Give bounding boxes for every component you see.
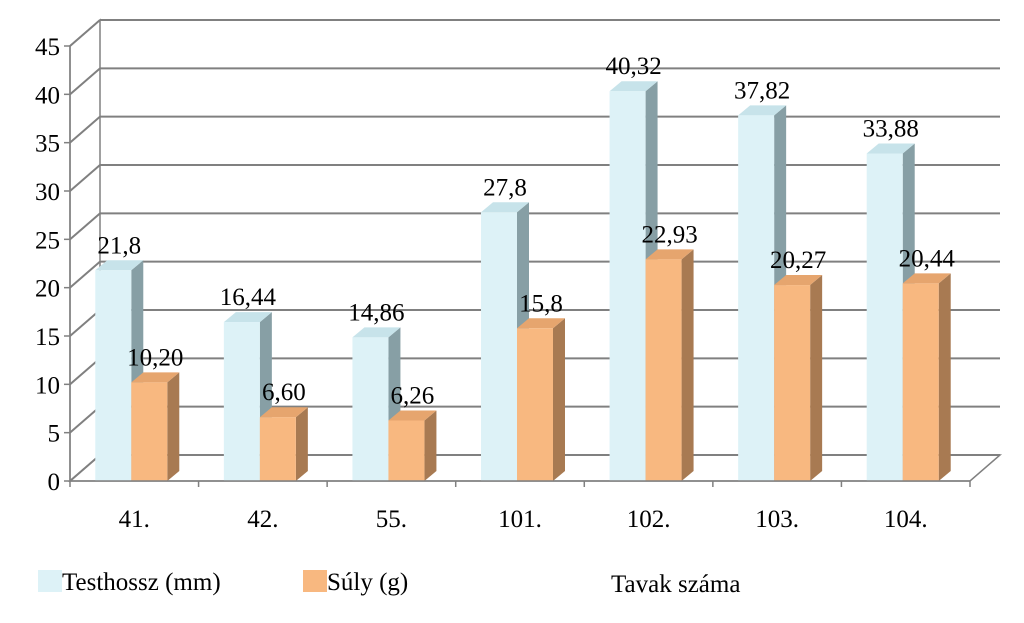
bar-side [938, 273, 951, 481]
bar-front [645, 259, 682, 481]
y-tick-label: 5 [48, 421, 61, 448]
gridline-side [69, 67, 101, 96]
bar-front [517, 328, 553, 481]
gridline-side [69, 260, 101, 289]
x-tick-label: 42. [247, 506, 278, 533]
x-tick-label: 102. [627, 506, 671, 533]
y-tick-label: 25 [35, 227, 60, 254]
bar [131, 372, 180, 481]
y-tick-label: 0 [48, 469, 61, 496]
bar-top [131, 372, 180, 383]
data-label: 37,82 [734, 77, 790, 104]
x-tick-label: 101. [498, 506, 542, 533]
y-axis: 0 5 10 15 20 25 30 35 40 45 [35, 34, 71, 496]
data-label: 22,93 [641, 221, 697, 248]
bar-top [517, 318, 565, 329]
gridline-side [69, 309, 101, 337]
gridline-side [69, 357, 101, 386]
y-tick-label: 15 [35, 324, 60, 351]
bar-side [295, 407, 308, 481]
x-axis-title: Tavak száma [611, 571, 740, 598]
data-label: 14,86 [348, 299, 404, 326]
bar-top [609, 81, 658, 92]
legend-label-series-2: Súly (g) [327, 569, 408, 596]
legend-swatch-series-2 [303, 570, 327, 592]
y-tick-label: 35 [35, 131, 60, 158]
bar-top [645, 249, 694, 260]
bar-front [352, 337, 389, 481]
data-label: 33,88 [863, 115, 919, 142]
gridline-side [69, 164, 101, 192]
bar-front [902, 283, 939, 481]
bar [774, 275, 823, 481]
bar [609, 81, 658, 482]
bar-top [902, 273, 951, 284]
gridline-side [69, 454, 101, 482]
bar-top [259, 407, 308, 418]
bar-top [774, 275, 823, 286]
gridline-side [69, 19, 101, 47]
bar-top [223, 312, 272, 323]
bar-front [774, 285, 811, 481]
data-label: 20,27 [770, 247, 826, 274]
bar-side [681, 249, 694, 481]
bar-top [95, 260, 144, 271]
data-label: 6,26 [391, 382, 435, 409]
bar-front [95, 270, 132, 481]
data-label: 10,20 [127, 344, 183, 371]
legend: Testhossz (mm) Súly (g) [38, 569, 408, 596]
x-axis: 41. 42. 55. 101. 102. 103. 104. [69, 480, 971, 533]
y-tick-label: 10 [35, 372, 60, 399]
data-label: 16,44 [220, 284, 277, 311]
y-tick-label: 30 [35, 179, 60, 206]
bar-top [388, 410, 437, 421]
gridline-side [69, 212, 101, 241]
bar-top [738, 105, 787, 116]
x-tick-label: 104. [884, 506, 928, 533]
bar-top [481, 202, 529, 213]
bar-top [866, 143, 915, 154]
data-label: 40,32 [605, 53, 661, 80]
bar-front [609, 91, 646, 482]
bar [259, 407, 308, 481]
y-tick-label: 20 [35, 276, 60, 303]
bar-side [553, 318, 565, 481]
x-tick-label: 55. [376, 506, 407, 533]
bar-side [810, 275, 823, 481]
bar-side [424, 410, 437, 481]
data-labels: 21,8 10,20 16,44 6,60 14,86 6,26 27,8 15,8 40,32… [97, 53, 955, 409]
bars [95, 81, 951, 482]
data-label: 21,8 [97, 232, 141, 259]
bar-front [223, 322, 260, 481]
bar [645, 249, 694, 481]
bar-front [388, 420, 425, 481]
bar [517, 318, 565, 481]
bar [388, 410, 437, 481]
bar-front [259, 417, 296, 481]
gridline-side [69, 405, 101, 434]
data-label: 6,60 [262, 379, 306, 406]
bar-front [866, 153, 903, 481]
bar-front [738, 115, 775, 481]
bar-front [131, 382, 168, 481]
y-tick-label: 40 [35, 82, 60, 109]
data-label: 20,44 [899, 245, 956, 272]
gridline-side [69, 115, 101, 144]
x-tick-label: 103. [755, 506, 799, 533]
x-tick-label: 41. [119, 506, 150, 533]
data-label: 27,8 [483, 174, 527, 201]
data-label: 15,8 [519, 290, 563, 317]
bar-top [352, 327, 401, 338]
y-tick-label: 45 [35, 34, 60, 61]
legend-swatch-series-1 [38, 570, 62, 592]
legend-label-series-1: Testhossz (mm) [62, 569, 221, 596]
bar [902, 273, 951, 481]
bar-side [167, 372, 180, 481]
bar-front [481, 212, 517, 481]
